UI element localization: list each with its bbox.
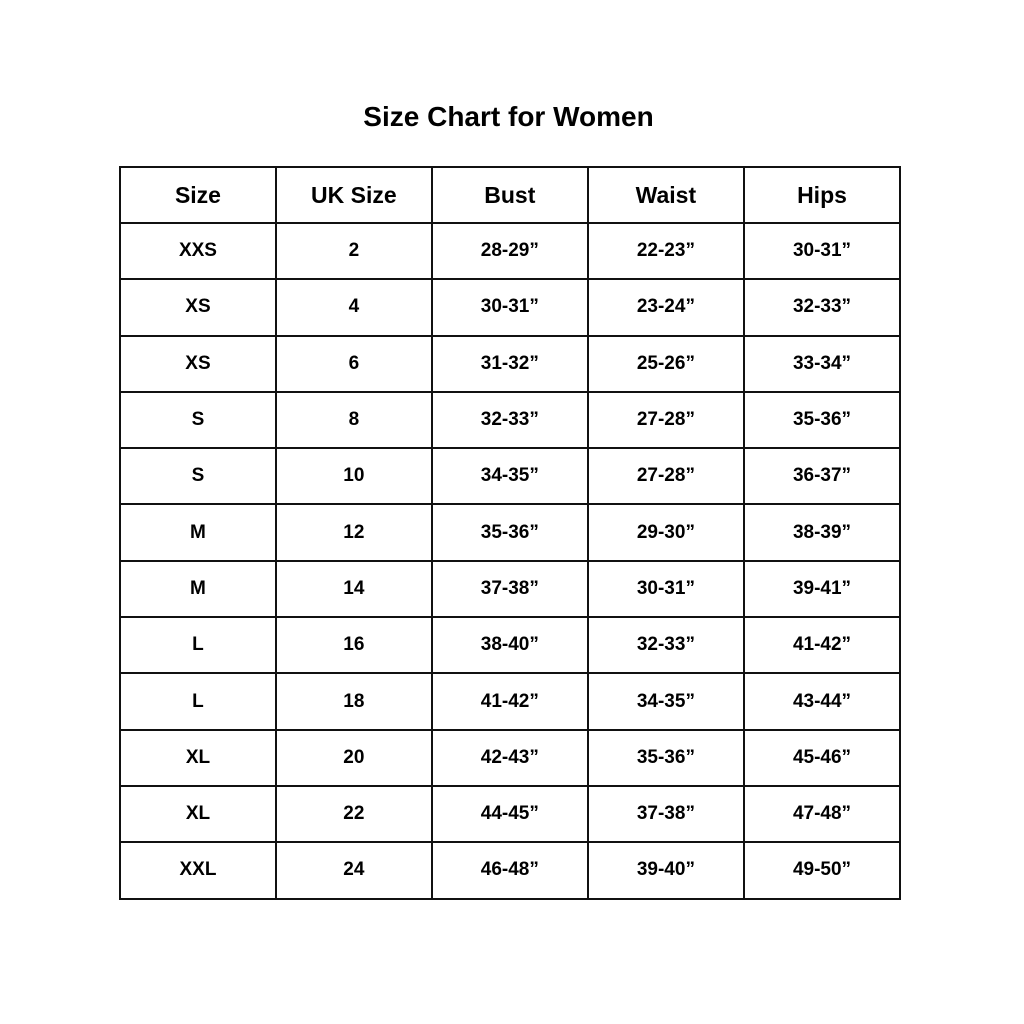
table-cell: 22-23”: [586, 221, 745, 281]
table-cell: XL: [119, 728, 277, 787]
column-header: Hips: [742, 166, 902, 224]
table-cell: 47-48”: [742, 784, 902, 844]
table-cell: 49-50”: [742, 841, 902, 900]
table-cell: 45-46”: [742, 728, 902, 787]
table-cell: 10: [274, 447, 433, 506]
table-cell: 34-35”: [430, 447, 589, 506]
table-row: XXL 24 46-48” 39-40” 49-50”: [119, 841, 902, 900]
table-cell: 4: [274, 278, 433, 337]
table-cell: 2: [274, 221, 433, 281]
table-cell: S: [119, 447, 277, 506]
table-cell: 44-45”: [430, 784, 589, 844]
table-cell: 25-26”: [586, 334, 745, 393]
table-cell: 20: [274, 728, 433, 787]
table-row: L 16 38-40” 32-33” 41-42”: [119, 616, 902, 675]
table-cell: 42-43”: [430, 728, 589, 787]
table-cell: 37-38”: [586, 784, 745, 844]
table-cell: XS: [119, 278, 277, 337]
table-cell: 8: [274, 390, 433, 450]
table-cell: 32-33”: [430, 390, 589, 450]
table-cell: S: [119, 390, 277, 450]
table-cell: 34-35”: [586, 672, 745, 731]
table-row: XL 20 42-43” 35-36” 45-46”: [119, 728, 902, 787]
table-cell: 33-34”: [742, 334, 902, 393]
table-row: XXS 2 28-29” 22-23” 30-31”: [119, 221, 902, 281]
table-cell: XXL: [119, 841, 277, 900]
table-cell: 27-28”: [586, 390, 745, 450]
table-cell: 27-28”: [586, 447, 745, 506]
table-cell: 39-41”: [742, 559, 902, 619]
table-cell: 37-38”: [430, 559, 589, 619]
table-cell: M: [119, 503, 277, 562]
table-cell: 39-40”: [586, 841, 745, 900]
table-cell: 24: [274, 841, 433, 900]
table-cell: 32-33”: [742, 278, 902, 337]
size-chart-table: Size UK Size Bust Waist Hips XXS 2 28-29” 22-23…: [119, 166, 902, 900]
table-cell: 18: [274, 672, 433, 731]
column-header: Waist: [586, 166, 745, 224]
table-cell: XL: [119, 784, 277, 844]
table-row: L 18 41-42” 34-35” 43-44”: [119, 672, 902, 731]
table-cell: 36-37”: [742, 447, 902, 506]
table-row: M 12 35-36” 29-30” 38-39”: [119, 503, 902, 562]
table-row: XS 4 30-31” 23-24” 32-33”: [119, 278, 902, 337]
column-header: Size: [119, 166, 277, 224]
table-cell: 16: [274, 616, 433, 675]
table-cell: 41-42”: [742, 616, 902, 675]
table-cell: 22: [274, 784, 433, 844]
table-cell: 35-36”: [430, 503, 589, 562]
table-cell: 43-44”: [742, 672, 902, 731]
table-cell: L: [119, 616, 277, 675]
table-cell: 35-36”: [742, 390, 902, 450]
column-header: Bust: [430, 166, 589, 224]
table-cell: 30-31”: [742, 221, 902, 281]
table-cell: 32-33”: [586, 616, 745, 675]
table-row: XL 22 44-45” 37-38” 47-48”: [119, 784, 902, 844]
table-cell: 35-36”: [586, 728, 745, 787]
table-cell: 30-31”: [430, 278, 589, 337]
page-title: Size Chart for Women: [363, 101, 654, 132]
table-cell: 12: [274, 503, 433, 562]
table-cell: 14: [274, 559, 433, 619]
table-row: XS 6 31-32” 25-26” 33-34”: [119, 334, 902, 393]
table-cell: 23-24”: [586, 278, 745, 337]
table-cell: 30-31”: [586, 559, 745, 619]
table-cell: L: [119, 672, 277, 731]
table-cell: 41-42”: [430, 672, 589, 731]
header-row: Size UK Size Bust Waist Hips: [119, 166, 902, 224]
table-cell: 28-29”: [430, 221, 589, 281]
table-cell: XXS: [119, 221, 277, 281]
table-cell: 31-32”: [430, 334, 589, 393]
table-row: M 14 37-38” 30-31” 39-41”: [119, 559, 902, 619]
column-header: UK Size: [274, 166, 433, 224]
table-cell: M: [119, 559, 277, 619]
table-cell: 6: [274, 334, 433, 393]
table-cell: 38-40”: [430, 616, 589, 675]
table-cell: 46-48”: [430, 841, 589, 900]
table-cell: 38-39”: [742, 503, 902, 562]
table-row: S 8 32-33” 27-28” 35-36”: [119, 390, 902, 450]
table-cell: 29-30”: [586, 503, 745, 562]
table-row: S 10 34-35” 27-28” 36-37”: [119, 447, 902, 506]
table-cell: XS: [119, 334, 277, 393]
